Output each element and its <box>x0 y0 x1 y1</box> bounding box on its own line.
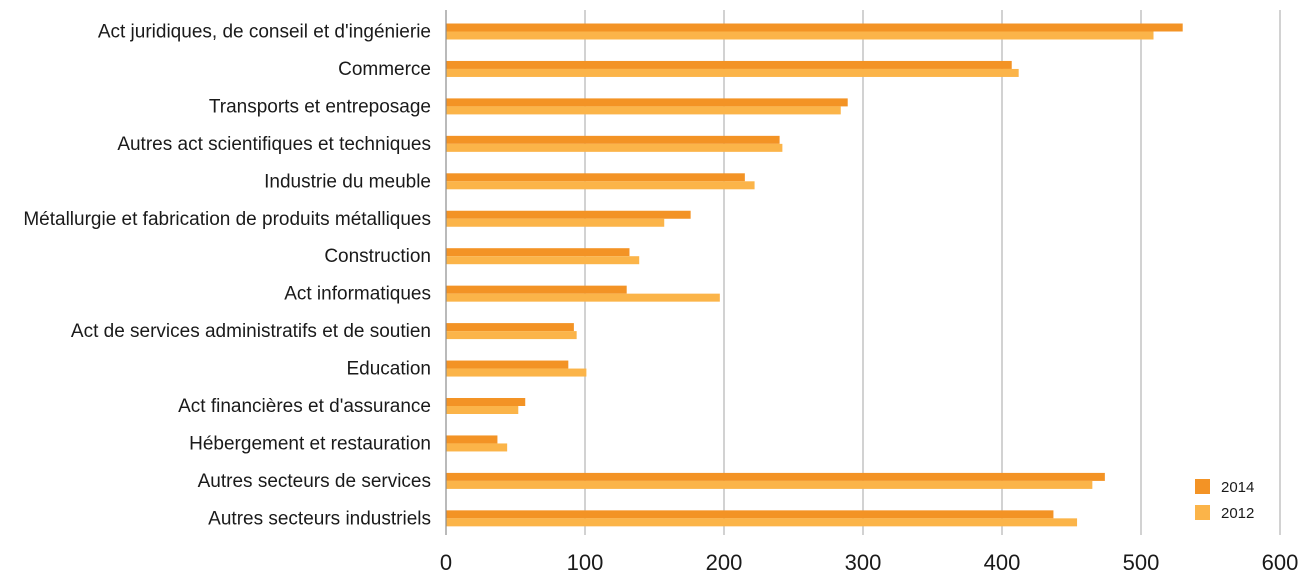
legend: 2014 2012 <box>1195 479 1254 522</box>
bar-2012 <box>446 406 519 414</box>
category-label: Act financières et d'assurance <box>178 396 431 417</box>
legend-swatch-2012 <box>1195 505 1210 520</box>
bar-2014 <box>446 173 745 182</box>
category-label: Education <box>346 359 431 380</box>
bar-2014 <box>446 285 627 294</box>
x-tick-label: 500 <box>1123 550 1160 575</box>
category-label: Autres act scientifiques et techniques <box>117 134 431 155</box>
bar-2014 <box>446 98 848 107</box>
x-tick-label: 200 <box>706 550 743 575</box>
bar-2014 <box>446 472 1105 481</box>
bar-2012 <box>446 331 577 340</box>
bar-2012 <box>446 31 1154 40</box>
x-tick-label: 300 <box>845 550 882 575</box>
category-label: Industrie du meuble <box>264 171 431 192</box>
bar-2012 <box>446 480 1093 489</box>
bar-2012 <box>446 518 1078 527</box>
bar-2012 <box>446 218 665 227</box>
bar-2014 <box>446 210 691 219</box>
bar-2014 <box>446 135 780 144</box>
bar-2012 <box>446 443 508 452</box>
category-label: Act juridiques, de conseil et d'ingénier… <box>98 22 431 43</box>
bar-2014 <box>446 435 498 444</box>
legend-label-2012: 2012 <box>1221 505 1254 522</box>
legend-label-2014: 2014 <box>1221 479 1254 496</box>
bar-2014 <box>446 398 526 406</box>
bars <box>446 23 1183 527</box>
bar-2012 <box>446 106 841 115</box>
category-label: Act informatiques <box>284 284 431 305</box>
category-label: Hébergement et restauration <box>189 433 431 454</box>
category-label: Métallurgie et fabrication de produits m… <box>23 209 431 230</box>
gridlines <box>584 10 1281 535</box>
bar-2014 <box>446 60 1012 69</box>
category-labels: Act juridiques, de conseil et d'ingénier… <box>23 22 431 530</box>
category-label: Autres secteurs industriels <box>208 508 431 529</box>
legend-swatch-2014 <box>1195 479 1210 494</box>
bar-2014 <box>446 510 1054 519</box>
bar-2014 <box>446 323 574 332</box>
category-label: Act de services administratifs et de sou… <box>71 321 431 342</box>
x-tick-label: 600 <box>1262 550 1299 575</box>
bar-2012 <box>446 181 755 190</box>
bar-2012 <box>446 143 783 152</box>
bar-2012 <box>446 68 1019 77</box>
x-tick-label: 400 <box>984 550 1021 575</box>
bar-2014 <box>446 360 569 369</box>
bar-2012 <box>446 368 587 377</box>
x-tick-label: 0 <box>440 550 452 575</box>
bar-2014 <box>446 248 630 257</box>
category-label: Commerce <box>338 59 431 80</box>
category-label: Transports et entreposage <box>209 96 431 117</box>
category-label: Construction <box>324 246 431 267</box>
x-tick-labels: 0 100 200 300 400 500 600 <box>440 550 1298 575</box>
category-label: Autres secteurs de services <box>198 471 431 492</box>
x-tick-label: 100 <box>567 550 604 575</box>
bar-2014 <box>446 23 1183 32</box>
bar-2012 <box>446 293 720 302</box>
bar-2012 <box>446 256 640 265</box>
